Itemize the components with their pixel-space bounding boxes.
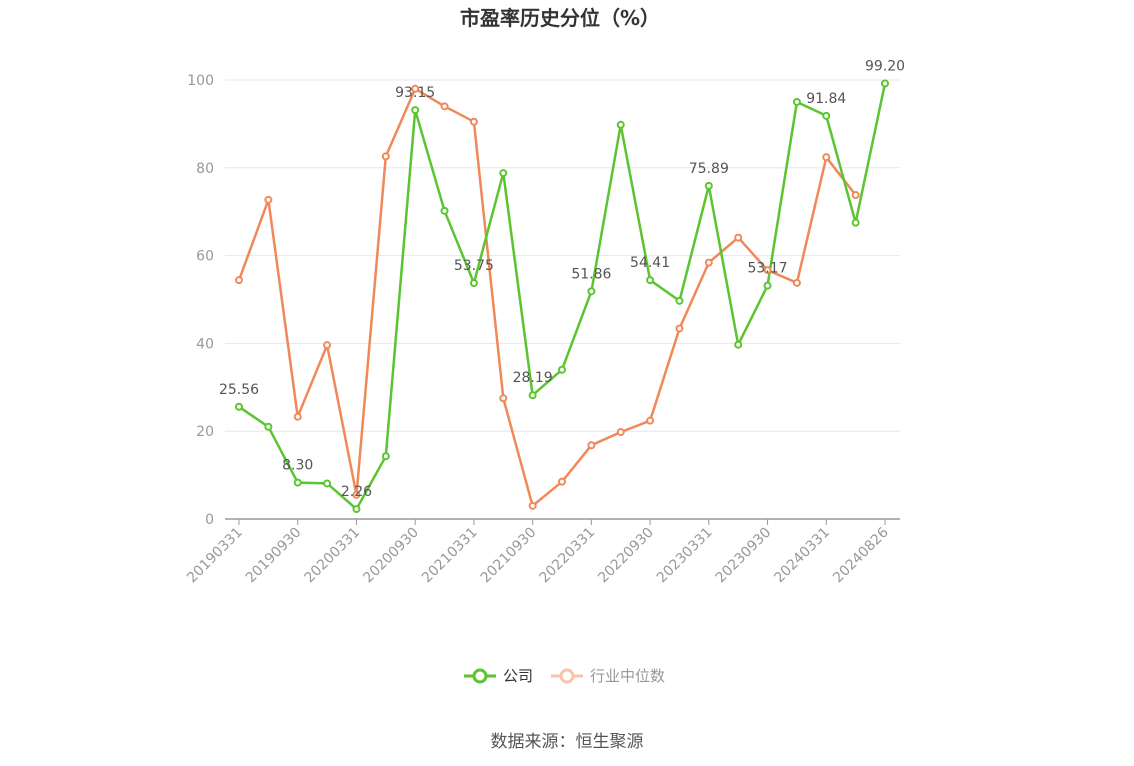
- data-point: [792, 97, 801, 106]
- data-point: [323, 341, 332, 350]
- data-point: [528, 391, 537, 400]
- data-point: [293, 412, 302, 421]
- data-point: [675, 296, 684, 305]
- series-points: [235, 79, 889, 514]
- data-point: [881, 79, 889, 88]
- data-point: [646, 416, 655, 425]
- data-label: 54.41: [630, 255, 670, 271]
- data-point: [381, 452, 390, 461]
- data-point: [499, 394, 508, 403]
- data-label: 91.84: [806, 91, 846, 107]
- data-label: 53.75: [454, 258, 494, 274]
- data-point: [528, 501, 537, 510]
- data-label: 53.17: [747, 261, 787, 277]
- series-line-1: [237, 87, 857, 508]
- data-point: [587, 441, 596, 450]
- legend-label-industry-median: 行业中位数: [590, 667, 665, 685]
- data-point: [411, 84, 420, 93]
- legend-label-company: 公司: [503, 667, 533, 685]
- y-axis: 0 20 40 60 80 100: [187, 73, 214, 528]
- x-tick-label: 20220331: [536, 525, 598, 587]
- x-tick-label: 20230331: [654, 525, 716, 587]
- data-point: [822, 111, 831, 120]
- data-point: [440, 206, 449, 215]
- legend-item-industry-median[interactable]: 行业中位数: [551, 667, 665, 685]
- y-tick-label: 100: [187, 73, 214, 89]
- data-point: [587, 287, 596, 296]
- x-tick-label: 20240331: [771, 525, 833, 587]
- data-point: [734, 233, 743, 242]
- x-tick-label: 20190930: [243, 525, 305, 587]
- x-tick-label: 20200930: [360, 525, 422, 587]
- data-label: 93.15: [395, 85, 435, 101]
- legend-item-company[interactable]: 公司: [464, 667, 533, 685]
- data-point: [704, 258, 713, 267]
- data-point: [851, 218, 860, 227]
- data-label: 25.56: [219, 382, 259, 398]
- data-point: [792, 278, 801, 287]
- chart-title: 市盈率历史分位（%）: [460, 6, 660, 30]
- data-point: [558, 365, 566, 374]
- data-point: [763, 281, 772, 290]
- y-tick-label: 20: [196, 424, 214, 440]
- series-line-0: [238, 83, 887, 511]
- data-point: [469, 279, 478, 288]
- data-source: 数据来源：恒生聚源: [491, 732, 644, 752]
- data-label: 8.30: [282, 458, 313, 474]
- data-point: [293, 478, 302, 487]
- data-label: 2.26: [341, 484, 372, 500]
- y-tick-label: 80: [196, 161, 214, 177]
- legend: 公司 行业中位数: [464, 667, 665, 685]
- data-label: 51.86: [571, 266, 611, 282]
- series-lines: [237, 83, 887, 511]
- y-tick-label: 0: [205, 512, 214, 528]
- x-tick-label: 20230930: [713, 525, 775, 587]
- grid-lines: [225, 79, 900, 432]
- data-point: [352, 505, 361, 514]
- data-label: 75.89: [689, 161, 729, 177]
- legend-marker-industry-median: [559, 668, 575, 684]
- x-axis: 2019033120190930202003312020093020210331…: [184, 518, 900, 587]
- data-point: [822, 153, 831, 162]
- data-point: [352, 490, 361, 499]
- x-tick-label: 20210930: [478, 525, 540, 587]
- data-point: [469, 117, 478, 126]
- data-point: [558, 477, 566, 486]
- data-point: [616, 428, 625, 437]
- legend-marker-company: [472, 668, 488, 684]
- data-point: [616, 120, 625, 129]
- data-point: [440, 102, 449, 111]
- x-tick-label: 20220930: [595, 525, 657, 587]
- data-point: [235, 402, 243, 411]
- data-point: [734, 340, 743, 349]
- x-tick-label: 20210331: [419, 525, 481, 587]
- data-point: [264, 195, 273, 204]
- x-tick-label: 20190331: [184, 525, 246, 587]
- data-point: [411, 106, 420, 115]
- y-tick-label: 60: [196, 249, 214, 265]
- data-point: [646, 276, 655, 285]
- data-point: [264, 422, 273, 431]
- data-label: 99.20: [865, 59, 905, 75]
- y-tick-label: 40: [196, 336, 214, 352]
- data-point: [499, 169, 508, 178]
- x-tick-label: 20240826: [830, 524, 892, 586]
- data-labels: 25.56 8.30 2.26 93.15 53.75 28.19 51.86 54.41 75…: [219, 59, 905, 501]
- x-tick-label: 20200331: [302, 525, 364, 587]
- data-label: 28.19: [513, 370, 553, 386]
- data-point: [235, 276, 243, 285]
- data-point: [704, 181, 713, 190]
- data-point: [323, 479, 332, 488]
- data-point: [675, 324, 684, 333]
- data-point: [851, 191, 860, 200]
- data-point: [763, 266, 772, 275]
- data-point: [381, 152, 390, 161]
